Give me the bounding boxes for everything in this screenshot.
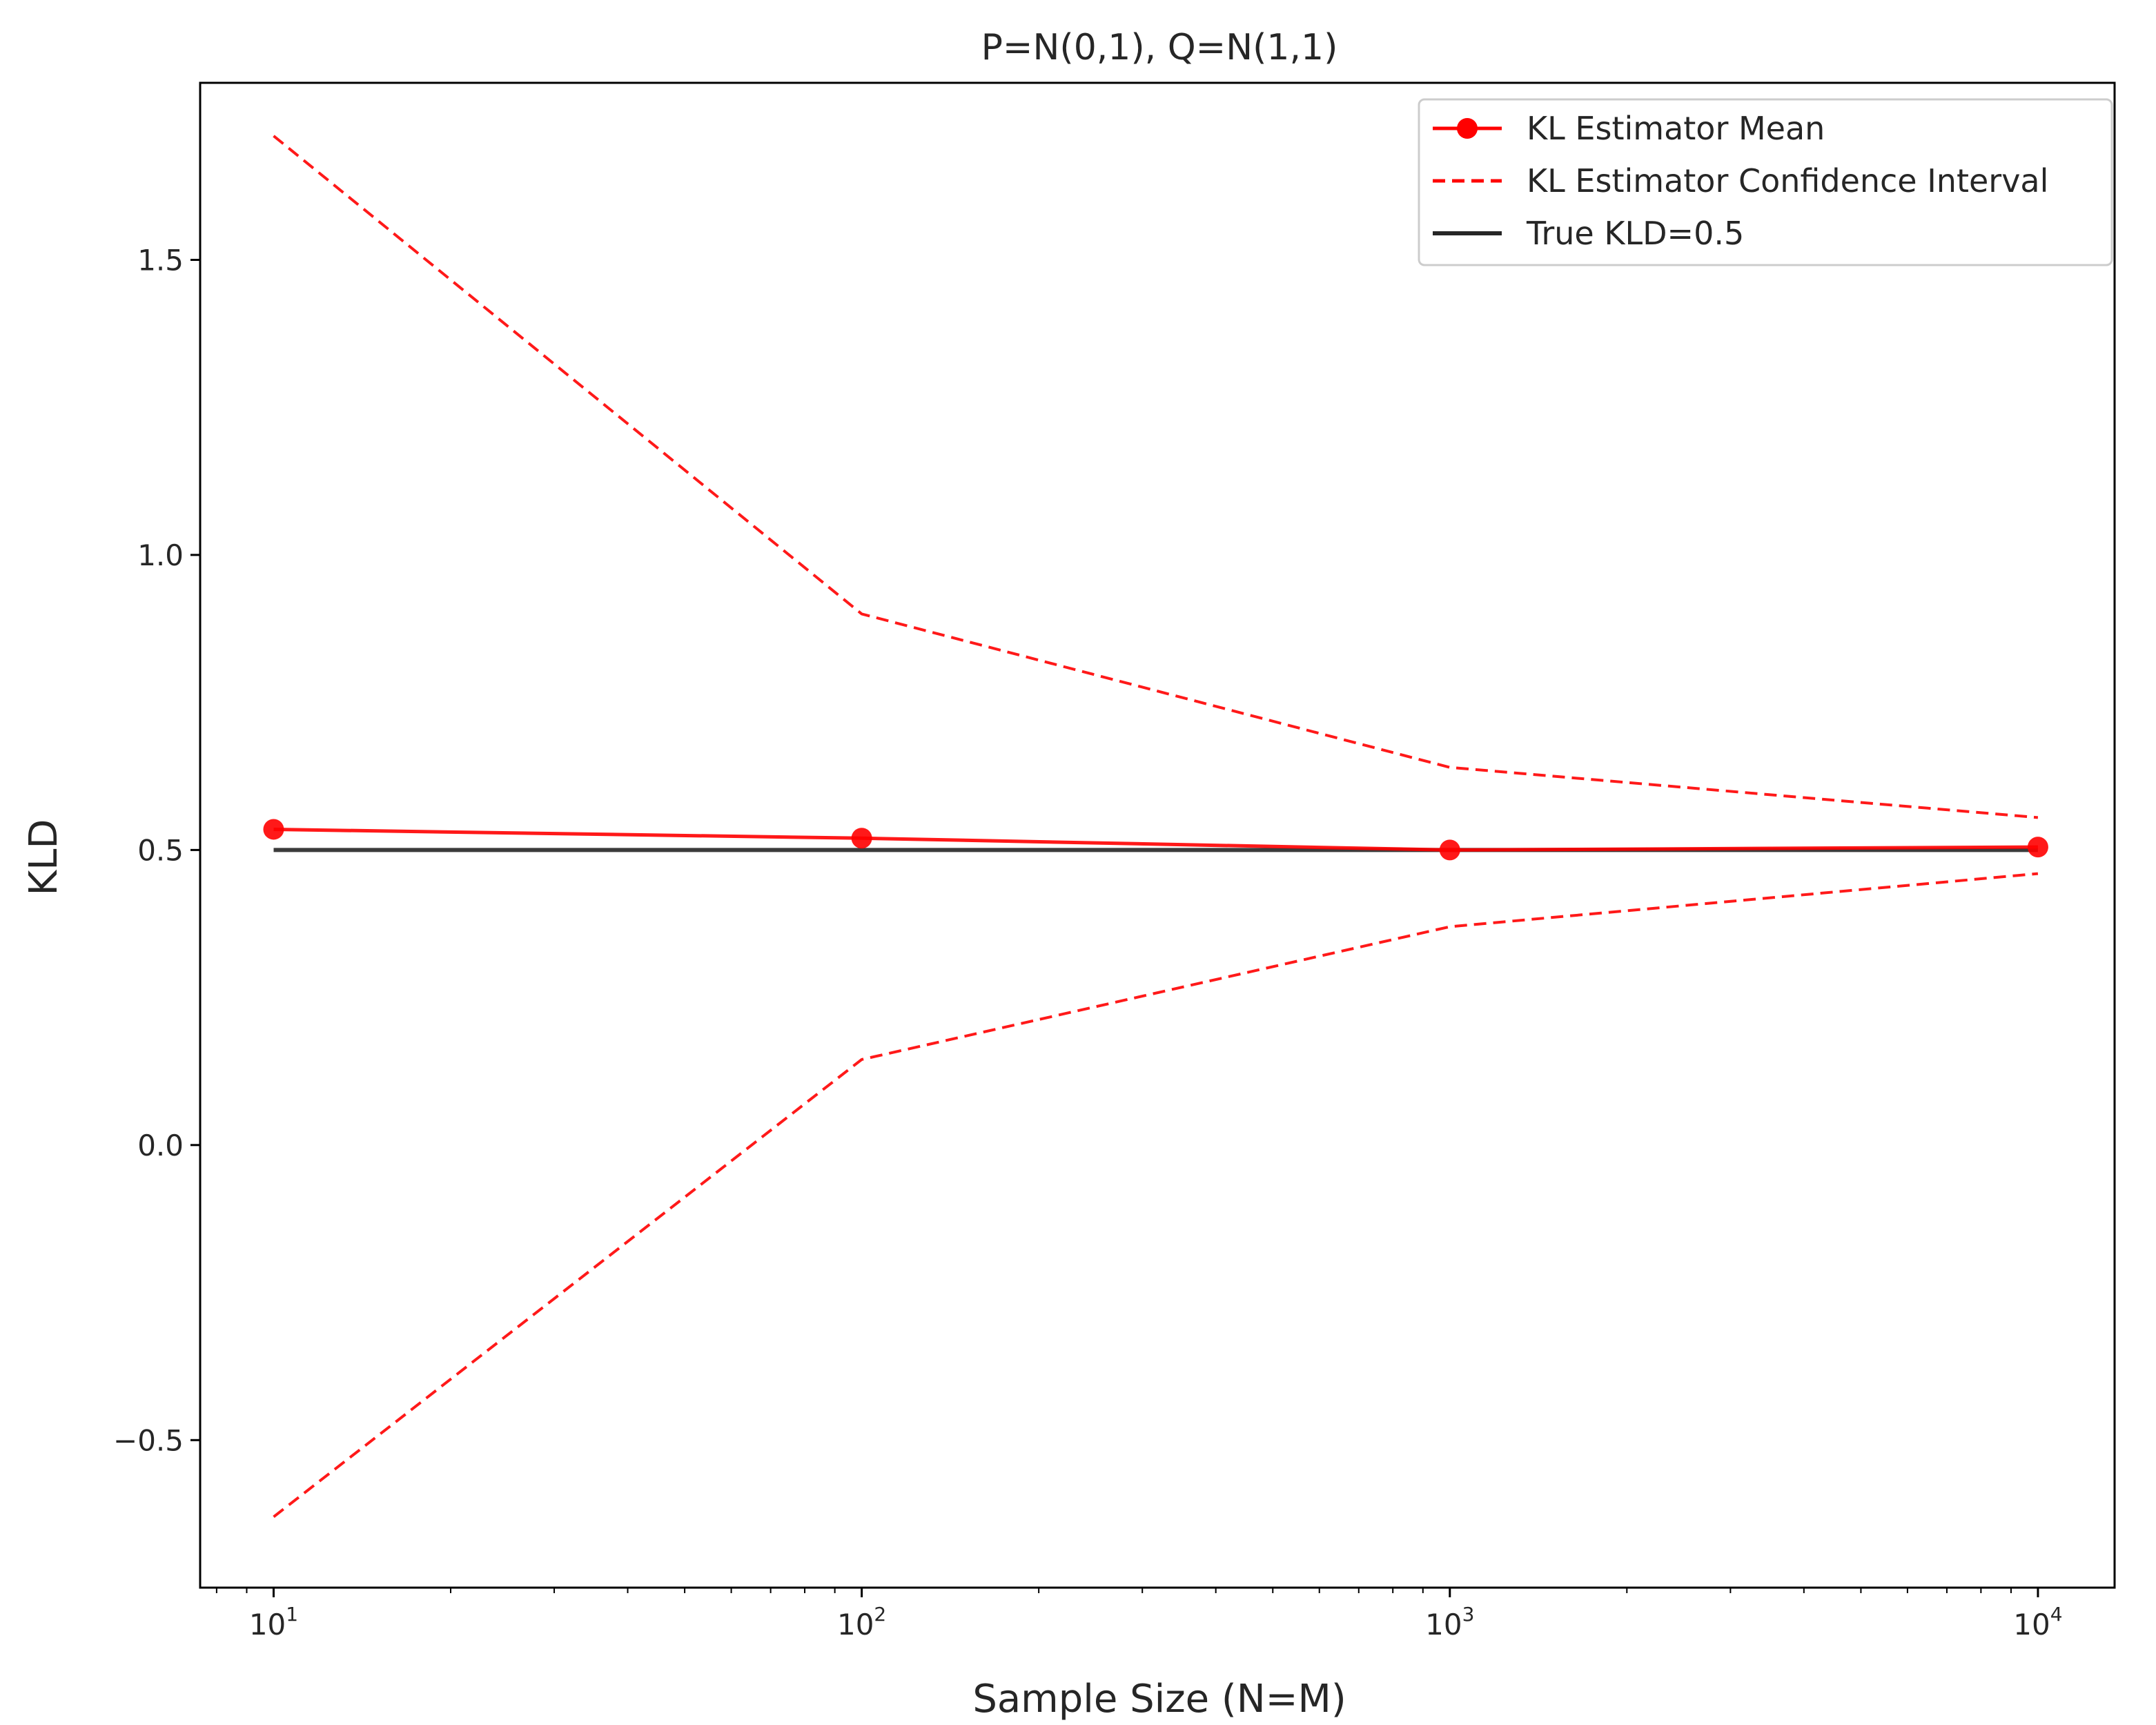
- plot-area: [199, 81, 2116, 1589]
- chart-title: P=N(0,1), Q=N(1,1): [981, 27, 1338, 68]
- y-tick-label: 1.5: [137, 243, 184, 277]
- y-axis-label: KLD: [21, 819, 66, 895]
- y-tick-label: −0.5: [113, 1423, 184, 1457]
- data-point-mean: [2027, 837, 2048, 858]
- y-tick-label: 0.0: [137, 1129, 184, 1162]
- legend-label: KL Estimator Confidence Interval: [1527, 162, 2048, 199]
- y-tick-label: 1.0: [137, 538, 184, 572]
- series-line-ci-lower: [273, 872, 2039, 1518]
- legend-label: KL Estimator Mean: [1527, 110, 1825, 147]
- x-tick-label: 101: [249, 1603, 298, 1641]
- legend-label: True KLD=0.5: [1526, 215, 1744, 252]
- data-point-mean: [263, 819, 284, 840]
- x-tick-label: 102: [837, 1603, 886, 1641]
- y-axis-ticks: −0.5 0.0 0.5 1.0 1.5: [113, 243, 200, 1457]
- x-axis-label: Sample Size (N=M): [972, 1677, 1346, 1722]
- data-point-mean: [1439, 839, 1460, 861]
- x-axis-ticks: 101 102 103 104: [215, 1588, 2063, 1641]
- y-tick-label: 0.5: [137, 833, 184, 867]
- series-layer: [263, 135, 2048, 1518]
- x-tick-label: 104: [2013, 1603, 2062, 1641]
- legend-marker: [1457, 118, 1478, 139]
- legend: KL Estimator Mean KL Estimator Confidence…: [1418, 98, 2113, 266]
- data-point-mean: [851, 828, 872, 849]
- legend-box: [1418, 98, 2113, 266]
- x-tick-label: 103: [1425, 1603, 1474, 1641]
- series-line-mean: [273, 828, 2038, 852]
- series-line-ci-upper: [273, 135, 2039, 819]
